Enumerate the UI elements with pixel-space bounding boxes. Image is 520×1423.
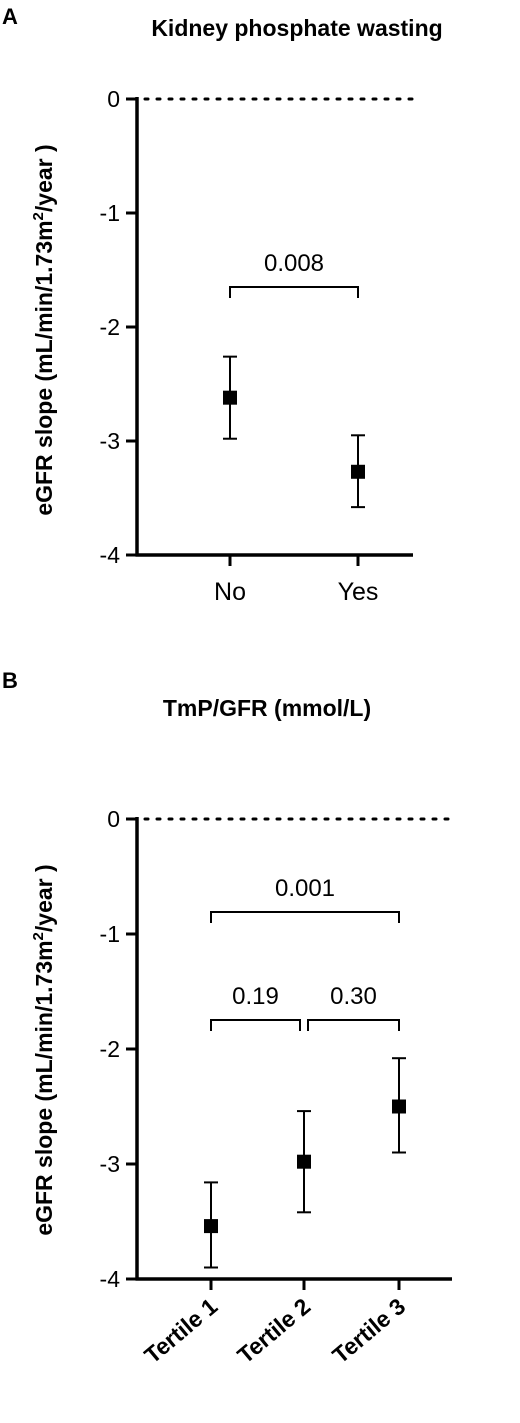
panel-a-y-tick-label: -2 [100, 314, 120, 340]
panel-a-plot: 0 -1 -2 -3 -4 No Yes 0.008 [100, 86, 415, 606]
panel-b-data-point [392, 1099, 406, 1114]
panel-b-p-value-label: 0.19 [232, 983, 279, 1010]
panel-b-y-tick-label: -4 [100, 1266, 121, 1292]
panel-b-y-tick-label: -2 [100, 1036, 120, 1062]
panel-b-x-tick-label: Tertile 2 [232, 1293, 315, 1369]
panel-a-p-value-label: 0.008 [264, 250, 324, 277]
panel-b-comparison-bracket [210, 1019, 301, 1031]
panel-a-y-tick-label: 0 [107, 86, 120, 112]
panel-b-data-point [204, 1219, 218, 1234]
panel-b-p-value-label: 0.001 [275, 875, 335, 902]
panel-a-y-tick-label: -1 [100, 200, 120, 226]
panel-b-letter: B [2, 668, 18, 693]
panel-a-x-tick-label: Yes [338, 578, 379, 606]
panel-a-data-point [351, 464, 365, 479]
panel-b-x-tick-label: Tertile 1 [139, 1293, 222, 1369]
panel-a-x-tick-label: No [214, 578, 246, 606]
panel-b: B TmP/GFR (mmol/L) eGFR slope (mL/min/1.… [2, 668, 454, 1369]
panel-a-comparison-bracket [229, 286, 359, 298]
panel-b-x-tick-label: Tertile 3 [327, 1293, 410, 1369]
panel-a-title: Kidney phosphate wasting [151, 15, 442, 41]
panel-b-p-value-label: 0.30 [330, 983, 377, 1010]
panel-a-y-tick-label: -4 [100, 542, 121, 568]
panel-b-data-point [297, 1154, 311, 1169]
panel-b-y-tick-label: -1 [100, 921, 120, 947]
panel-a-y-axis-label: eGFR slope (mL/min/1.73m2/year ) [30, 144, 57, 515]
panel-b-y-tick-label: 0 [107, 806, 120, 832]
panel-a: A Kidney phosphate wasting eGFR slope (m… [2, 4, 443, 606]
panel-a-letter: A [2, 4, 18, 29]
panel-b-title: TmP/GFR (mmol/L) [163, 695, 371, 721]
panel-b-y-axis-label: eGFR slope (mL/min/1.73m2/year ) [30, 864, 57, 1235]
panel-b-y-tick-label: -3 [100, 1151, 120, 1177]
panel-b-comparison-bracket [307, 1019, 400, 1031]
panel-a-data-point [223, 390, 237, 405]
panel-a-y-tick-label: -3 [100, 428, 120, 454]
panel-b-comparison-bracket [210, 911, 400, 923]
panel-b-plot: 0 -1 -2 -3 -4 Tertile 1 Tertile 2 Tertile 3 0.19… [100, 806, 454, 1369]
